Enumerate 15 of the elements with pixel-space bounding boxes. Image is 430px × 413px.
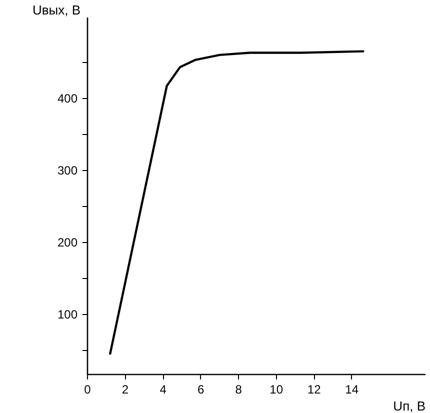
x-tick-label: 10: [270, 382, 284, 396]
x-tick-label: 2: [122, 382, 129, 396]
x-axis-title: Uп, В: [393, 398, 426, 413]
y-axis-title: Uвых, В: [32, 2, 81, 18]
x-tick-label: 8: [235, 382, 242, 396]
y-tick-label: 100: [57, 308, 78, 322]
y-tick-label: 300: [57, 164, 78, 178]
x-tick-label: 4: [160, 382, 167, 396]
x-tick-label: 6: [197, 382, 204, 396]
y-tick-label: 200: [57, 236, 78, 250]
x-tick-label: 14: [345, 382, 359, 396]
x-tick-label: 0: [84, 382, 92, 396]
line-series: [109, 50, 364, 355]
x-tick-label: 12: [307, 382, 322, 396]
y-tick-label: 400: [57, 92, 78, 106]
